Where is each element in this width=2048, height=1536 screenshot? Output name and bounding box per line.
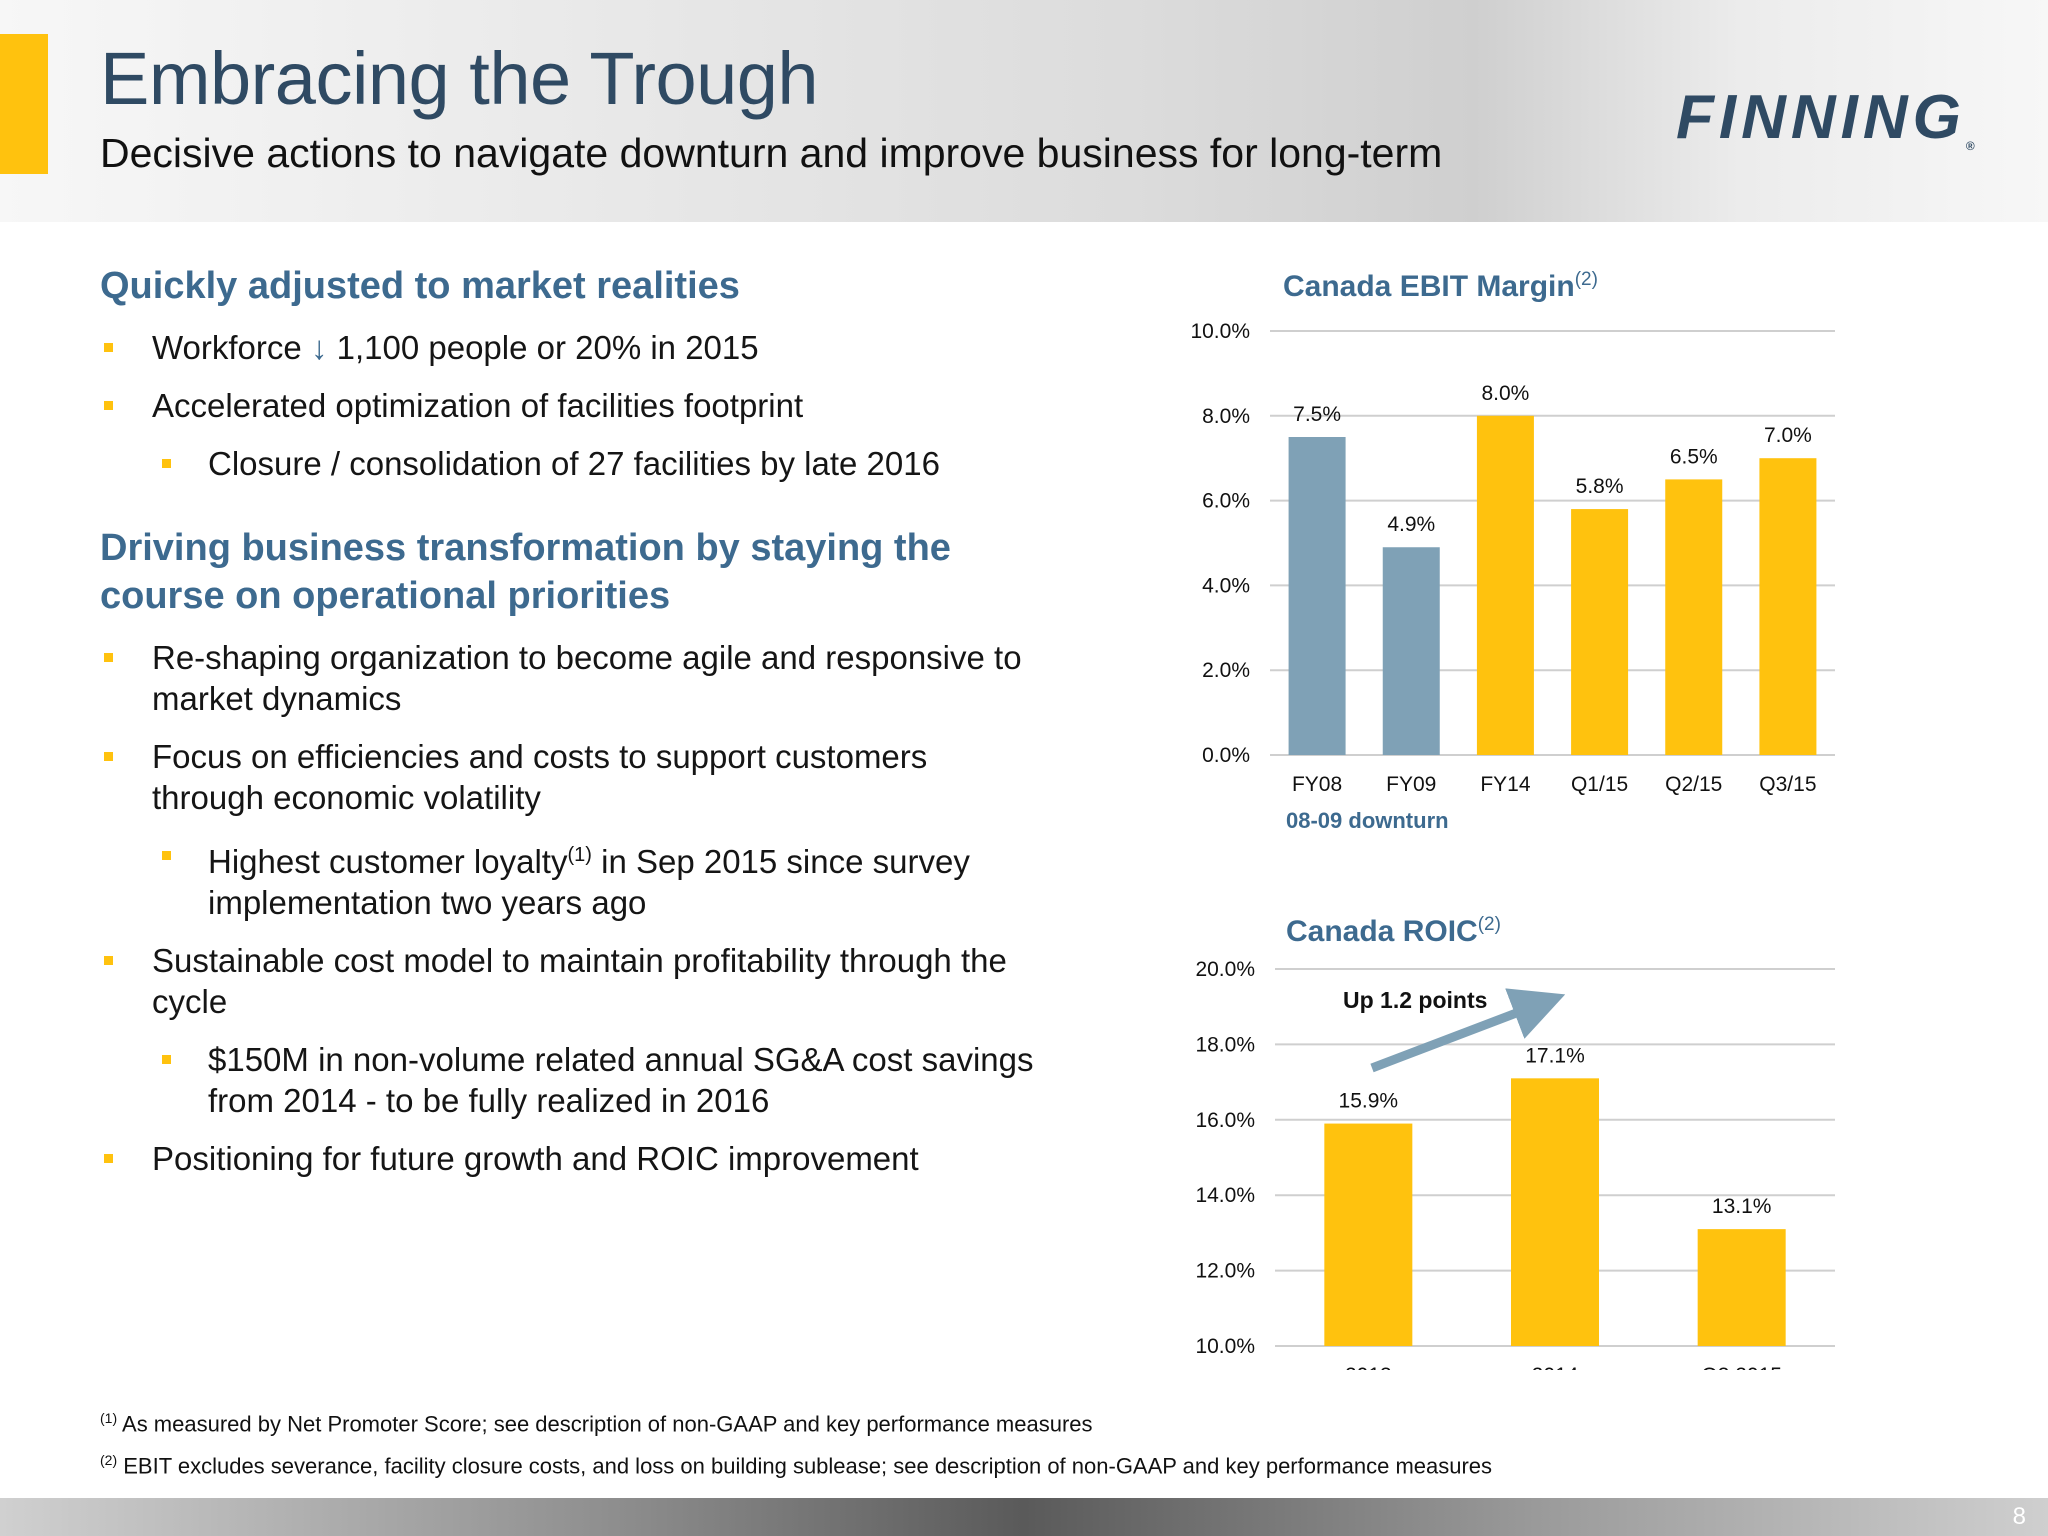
footnote-ref-1: (1) <box>567 844 592 866</box>
footnote-1-text: As measured by Net Promoter Score; see d… <box>117 1411 1093 1437</box>
title-accent-bar <box>0 34 48 174</box>
roic-data-label: 17.1% <box>1525 1044 1585 1067</box>
roic-ytick-label: 16.0% <box>1195 1109 1255 1132</box>
bullet-cost-model: Sustainable cost model to maintain profi… <box>100 940 1040 1022</box>
loyalty-pre: Highest customer loyalty <box>208 843 568 880</box>
ebit-data-label: 7.5% <box>1293 403 1341 426</box>
ebit-ytick-label: 4.0% <box>1202 574 1250 597</box>
ebit-category-label: FY14 <box>1480 773 1531 796</box>
ebit-data-label: 7.0% <box>1764 424 1812 447</box>
roic-up-annotation: Up 1.2 points <box>1343 987 1487 1013</box>
ebit-bar <box>1759 458 1817 755</box>
bullet-facilities: Accelerated optimization of facilities f… <box>100 385 1040 426</box>
roic-ytick-label: 12.0% <box>1195 1260 1255 1283</box>
footnote-2-mark: (2) <box>100 1452 118 1468</box>
roic-chart: Canada ROIC(2) 10.0% 12.0% 14.0% 16.0% 18.0%… <box>1195 914 1835 1370</box>
ebit-bar <box>1571 509 1629 755</box>
roic-bar <box>1697 1229 1786 1346</box>
footnote-2-text: EBIT excludes severance, facility closur… <box>117 1453 1493 1479</box>
ebit-downturn-annotation: 08-09 downturn <box>1286 808 1449 833</box>
ebit-bar <box>1288 437 1346 755</box>
ebit-ytick-label: 2.0% <box>1202 659 1250 682</box>
page-title: Embracing the Trough <box>100 37 819 120</box>
down-arrow-icon: ↓ <box>310 329 328 366</box>
ebit-title-text: Canada EBIT Margin <box>1283 270 1575 303</box>
roic-bar <box>1511 1078 1599 1346</box>
sub-bullet-loyalty: Highest customer loyalty(1) in Sep 2015 … <box>100 835 1040 923</box>
roic-category-label: Q3 2015 <box>1701 1364 1782 1370</box>
roic-bar <box>1324 1123 1413 1346</box>
bullet-workforce-post: 1,100 people or 20% in 2015 <box>336 329 759 366</box>
bullet-workforce-pre: Workforce <box>152 329 302 366</box>
footnote-1: (1) As measured by Net Promoter Score; s… <box>100 1410 1093 1437</box>
left-content: Quickly adjusted to market realities Wor… <box>100 262 1040 1179</box>
ebit-category-label: Q3/15 <box>1759 773 1816 796</box>
footnote-1-mark: (1) <box>100 1410 118 1426</box>
loyalty-post: in Sep 2015 since survey implementation … <box>208 843 970 921</box>
ebit-title-sup: (2) <box>1575 269 1598 290</box>
footer-band <box>0 1498 2048 1536</box>
ebit-ytick-label: 6.0% <box>1202 490 1250 513</box>
header-band <box>0 0 2048 222</box>
roic-ytick-label: 18.0% <box>1195 1033 1255 1056</box>
roic-data-label: 13.1% <box>1712 1195 1772 1218</box>
ebit-ytick-label: 0.0% <box>1202 744 1250 767</box>
ebit-category-label: FY09 <box>1386 773 1436 796</box>
bullet-efficiencies: Focus on efficiencies and costs to suppo… <box>100 736 1040 818</box>
logo-text: FINNING <box>1676 83 1966 152</box>
ebit-ytick-label: 10.0% <box>1190 320 1250 343</box>
roic-ytick-label: 14.0% <box>1195 1184 1255 1207</box>
ebit-data-label: 8.0% <box>1481 382 1529 405</box>
page-number: 8 <box>2012 1503 2026 1530</box>
ebit-category-label: FY08 <box>1292 773 1342 796</box>
bullet-reshaping: Re-shaping organization to become agile … <box>100 637 1040 719</box>
sub-bullet-sga-savings: $150M in non-volume related annual SG&A … <box>100 1039 1040 1121</box>
bullet-workforce: Workforce ↓ 1,100 people or 20% in 2015 <box>100 327 1040 368</box>
roic-ytick-label: 10.0% <box>1195 1335 1255 1358</box>
roic-ytick-label: 20.0% <box>1195 958 1255 981</box>
ebit-bar <box>1665 479 1723 755</box>
bullet-positioning: Positioning for future growth and ROIC i… <box>100 1138 1040 1179</box>
ebit-ytick-label: 8.0% <box>1202 405 1250 428</box>
ebit-bar <box>1382 547 1440 755</box>
page-subtitle: Decisive actions to navigate downturn an… <box>100 130 1443 176</box>
roic-data-label: 15.9% <box>1339 1090 1399 1113</box>
roic-category-label: 2013 <box>1345 1364 1392 1370</box>
ebit-data-label: 6.5% <box>1670 445 1718 468</box>
roic-chart-title: Canada ROIC(2) <box>1286 914 1501 948</box>
ebit-category-label: Q2/15 <box>1665 773 1722 796</box>
ebit-category-label: Q1/15 <box>1571 773 1628 796</box>
logo-registered-mark: ® <box>1965 139 1975 153</box>
up-trend-arrow-icon <box>1370 988 1566 1073</box>
ebit-data-label: 4.9% <box>1387 513 1435 536</box>
ebit-data-label: 5.8% <box>1576 475 1624 498</box>
ebit-bar <box>1476 415 1534 755</box>
roic-title-text: Canada ROIC <box>1286 915 1478 948</box>
sub-bullet-closure: Closure / consolidation of 27 facilities… <box>100 443 1040 484</box>
finning-logo: FINNING® <box>1676 82 1975 153</box>
roic-category-label: 2014 <box>1532 1364 1579 1370</box>
section-heading-market: Quickly adjusted to market realities <box>100 265 740 307</box>
ebit-chart-title: Canada EBIT Margin(2) <box>1283 269 1598 303</box>
footnote-2: (2) EBIT excludes severance, facility cl… <box>100 1452 1492 1479</box>
roic-title-sup: (2) <box>1478 914 1501 935</box>
section-heading-transformation: Driving business transformation by stayi… <box>100 527 951 617</box>
ebit-margin-chart: Canada EBIT Margin(2) 0.0% 2.0% 4.0% 6.0% 8.… <box>1190 269 1835 833</box>
